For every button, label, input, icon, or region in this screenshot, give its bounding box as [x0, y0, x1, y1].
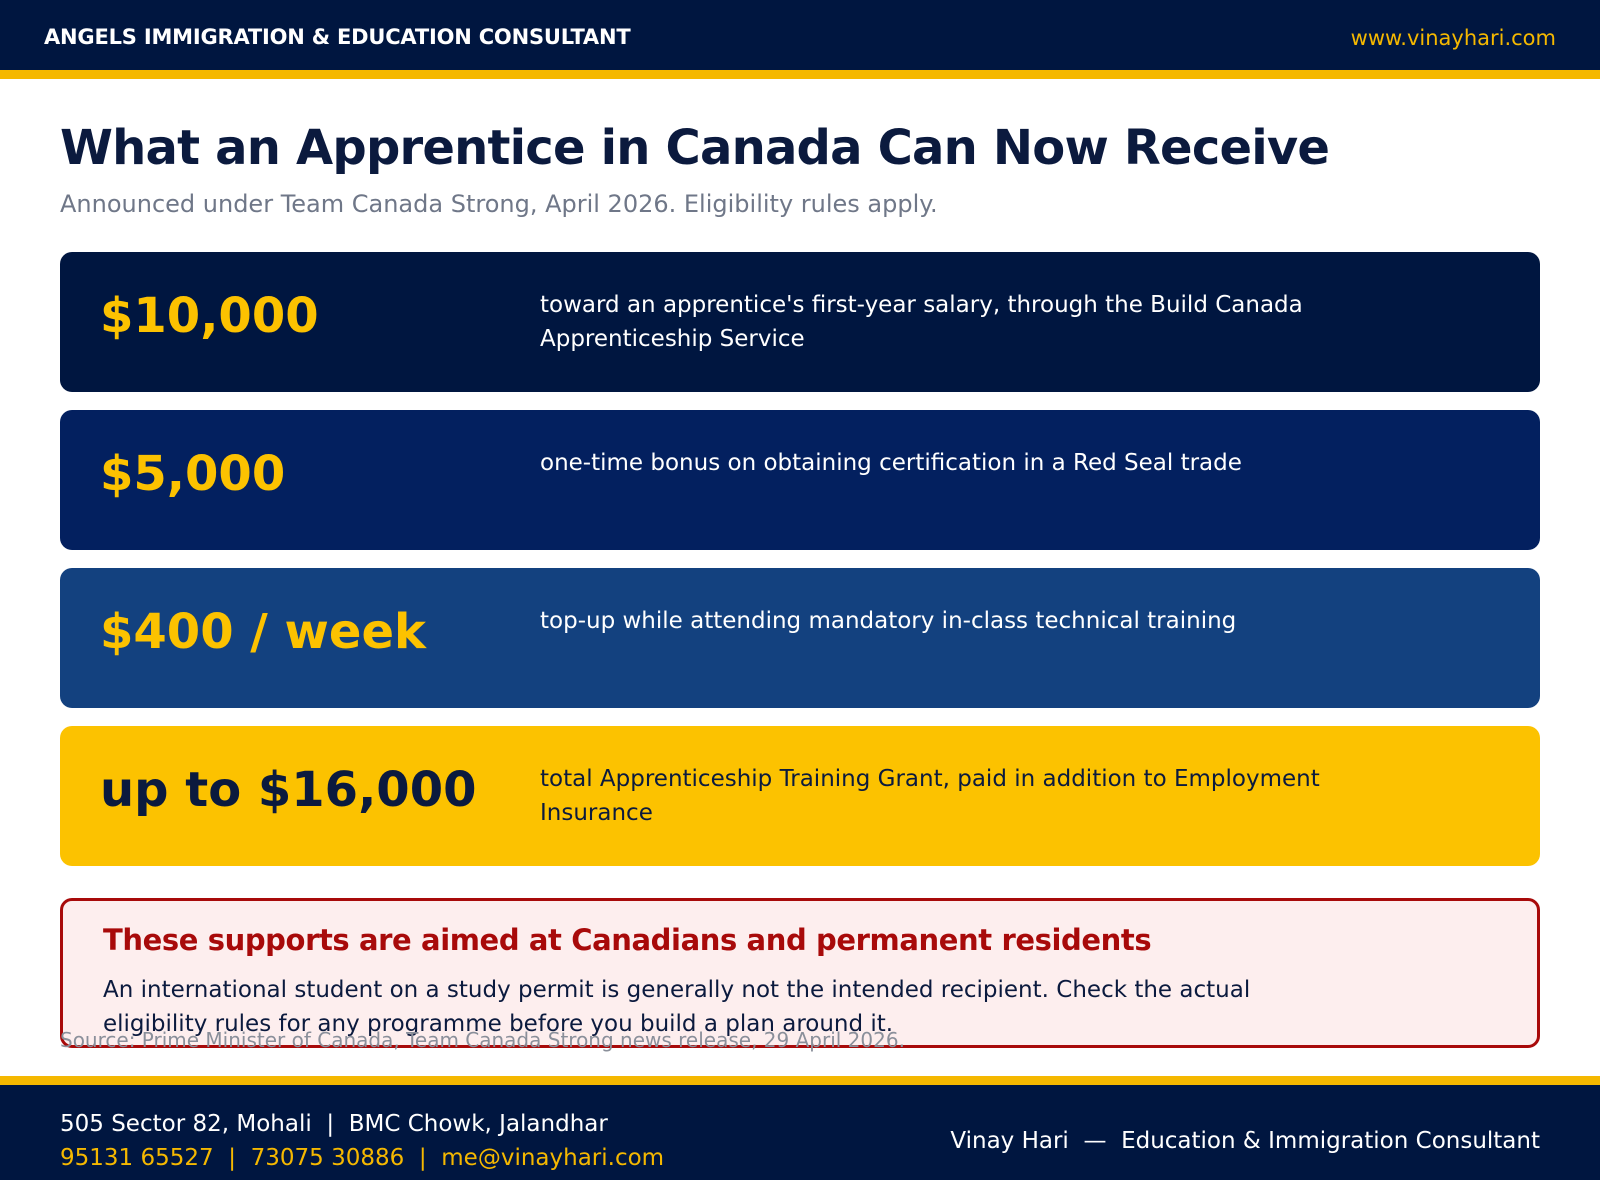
page-title: What an Apprentice in Canada Can Now Rec… — [60, 120, 1330, 176]
benefit-card-salary: $10,000 toward an apprentice's first-yea… — [60, 252, 1540, 392]
notice-title: These supports are aimed at Canadians an… — [103, 923, 1152, 957]
brand-name: ANGELS IMMIGRATION & EDUCATION CONSULTAN… — [44, 25, 631, 49]
benefit-amount: $5,000 — [100, 446, 286, 502]
footer-signature: Vinay Hari — Education & Immigration Con… — [950, 1128, 1540, 1154]
benefit-description: top-up while attending mandatory in-clas… — [540, 608, 1237, 634]
benefit-description: toward an apprentice's first-year salary… — [540, 292, 1303, 352]
page-subtitle: Announced under Team Canada Strong, Apri… — [60, 190, 938, 218]
footer-address: 505 Sector 82, Mohali | BMC Chowk, Jalan… — [60, 1111, 608, 1137]
footer-contacts[interactable]: 95131 65527 | 73075 30886 | me@vinayhari… — [60, 1145, 665, 1171]
benefit-amount: $400 / week — [100, 604, 426, 660]
eligibility-notice: These supports are aimed at Canadians an… — [60, 898, 1540, 1048]
source-note: Source: Prime Minister of Canada, Team C… — [60, 1028, 905, 1052]
benefit-card-training-grant: up to $16,000 total Apprenticeship Train… — [60, 726, 1540, 866]
benefit-amount: up to $16,000 — [100, 762, 477, 818]
benefit-cards: $10,000 toward an apprentice's first-yea… — [60, 252, 1540, 884]
footer-bar: 505 Sector 82, Mohali | BMC Chowk, Jalan… — [0, 1076, 1600, 1180]
website-link[interactable]: www.vinayhari.com — [1350, 26, 1556, 50]
benefit-amount: $10,000 — [100, 288, 319, 344]
benefit-card-red-seal-bonus: $5,000 one-time bonus on obtaining certi… — [60, 410, 1540, 550]
benefit-description: total Apprenticeship Training Grant, pai… — [540, 766, 1320, 826]
benefit-card-weekly-topup: $400 / week top-up while attending manda… — [60, 568, 1540, 708]
notice-body: An international student on a study perm… — [103, 977, 1251, 1037]
header-bar: ANGELS IMMIGRATION & EDUCATION CONSULTAN… — [0, 0, 1600, 79]
benefit-description: one-time bonus on obtaining certificatio… — [540, 450, 1242, 476]
